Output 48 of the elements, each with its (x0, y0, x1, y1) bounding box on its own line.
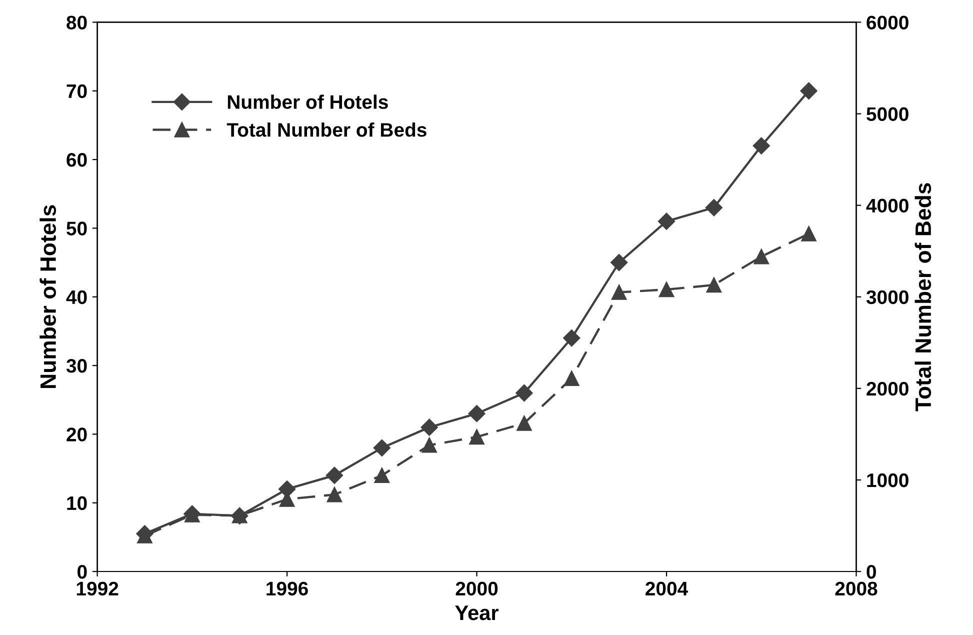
point (469, 429, 484, 445)
x-tick-label: 1992 (76, 582, 118, 596)
point (374, 468, 390, 484)
point (420, 418, 438, 436)
x-axis-title: Year (455, 606, 498, 620)
y2-tick-label: 1000 (867, 473, 908, 488)
y-tick-label: 70 (66, 84, 87, 98)
point (611, 284, 627, 300)
point (658, 282, 674, 298)
point (705, 199, 722, 216)
point (373, 439, 390, 456)
y-tick-label: 20 (66, 428, 87, 442)
y2-tick-label: 0 (866, 564, 876, 579)
point (658, 212, 676, 230)
x-tick-label: 2008 (835, 582, 878, 596)
point (610, 254, 628, 272)
y-tick-label: 50 (66, 222, 87, 236)
point (326, 466, 344, 484)
point (516, 416, 532, 431)
y2-tick-label: 4000 (866, 198, 908, 213)
y2-tick-label: 6000 (866, 16, 908, 30)
y2-tick-label: 5000 (866, 107, 908, 122)
point (754, 248, 770, 264)
point (516, 384, 533, 402)
legend-label: Number of Hotels (228, 94, 388, 109)
y-tick-label: 0 (78, 564, 87, 579)
point (564, 370, 580, 386)
y-tick-label: 60 (66, 153, 87, 167)
legend-label: Total Number of Beds (226, 122, 426, 137)
point (706, 277, 722, 293)
x-tick-label: 2004 (646, 582, 688, 596)
y-axis-title: Number of Hotels (40, 205, 56, 388)
point (801, 226, 816, 242)
y-tick-label: 80 (66, 16, 87, 30)
y2-tick-label: 2000 (866, 382, 908, 396)
point (563, 330, 580, 347)
x-tick-label: 2000 (456, 582, 498, 596)
x-tick-label: 1996 (266, 582, 308, 596)
y-tick-label: 40 (66, 290, 87, 304)
y2-axis-title: Total Number of Beds (914, 183, 932, 412)
y-tick-label: 30 (66, 358, 87, 373)
point (326, 486, 342, 502)
point (800, 82, 818, 100)
y2-tick-label: 3000 (866, 290, 908, 304)
y-tick-label: 10 (67, 496, 87, 510)
point (468, 405, 486, 422)
point (422, 438, 437, 453)
point (752, 137, 770, 154)
